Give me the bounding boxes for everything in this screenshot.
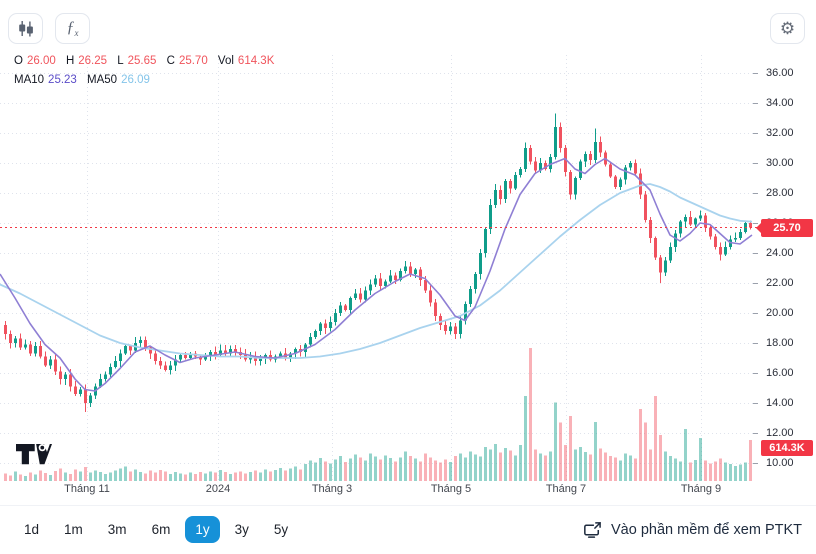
price-tick-label: 20.00 [766,307,794,319]
chart-style-button[interactable] [8,13,43,44]
volume-bars [4,348,752,482]
legend-l-value: 25.65 [127,55,157,67]
price-tick-label: 16.00 [766,367,794,379]
timeframe-3y[interactable]: 3y [225,516,259,543]
legend-h-value: 26.25 [78,55,108,67]
fx-icon: ƒx [66,18,79,39]
price-tick-label: 22.00 [766,277,794,289]
footer-link-text: Vào phần mềm để xem PTKT [611,521,802,538]
price-tick-label: 34.00 [766,97,794,109]
price-tick-label: 36.00 [766,67,794,79]
timeframe-3m[interactable]: 3m [98,516,137,543]
time-tick-label: Tháng 7 [545,483,587,495]
timeframe-6m[interactable]: 6m [142,516,181,543]
price-chart-canvas[interactable] [0,0,816,505]
legend-o-label: O [14,55,23,67]
price-tick-label: 12.00 [766,427,794,439]
grid [0,55,758,481]
legend-ma50-value: 26.09 [121,74,150,86]
ma10-line [0,157,753,392]
price-tick-label: 32.00 [766,127,794,139]
timeframe-1m[interactable]: 1m [54,516,93,543]
indicators-button[interactable]: ƒx [55,13,90,44]
time-tick-label: 2024 [205,483,231,495]
price-tick-label: 14.00 [766,397,794,409]
time-tick-label: Tháng 5 [430,483,472,495]
tradingview-logo[interactable] [16,444,52,470]
price-tick-label: 24.00 [766,247,794,259]
bottom-toolbar: 1d 1m 3m 6m 1y 3y 5y Vào phần mềm để xem… [0,505,816,553]
price-tick-label: 10.00 [766,457,794,469]
ma-legend: MA10 25.23 MA50 26.09 [14,74,150,86]
legend-ma10-value: 25.23 [48,74,77,86]
settings-button[interactable]: ⚙ [770,13,805,44]
legend-ma50-label: MA50 [87,74,118,86]
legend-o-value: 26.00 [26,55,56,67]
price-tick-label: 30.00 [766,157,794,169]
price-tick-label: 28.00 [766,187,794,199]
timeframe-1y[interactable]: 1y [185,516,220,543]
ma50-line [0,183,753,359]
legend-c-label: C [166,55,175,67]
timeframe-1d[interactable]: 1d [14,516,49,543]
time-tick-label: Tháng 11 [64,483,110,495]
legend-ma10-label: MA10 [14,74,45,86]
chart-widget: 36.00 34.00 32.00 30.00 28.00 26.00 24.00 22.00… [0,0,816,505]
timeframe-group: 1d 1m 3m 6m 1y 3y 5y [14,516,303,543]
candlestick-chart-icon [17,19,35,38]
ohlcv-legend: O 26.00 H 26.25 L 25.65 C 25.70 Vol 614.3K [14,55,274,67]
gear-icon: ⚙ [779,18,796,38]
time-tick-label: Tháng 3 [311,483,353,495]
monitor-arrow-icon [583,521,602,539]
legend-l-label: L [117,55,124,67]
volume-badge: 614.3K [761,440,813,456]
legend-vol-label: Vol [217,55,234,67]
open-ptkt-software-link[interactable]: Vào phần mềm để xem PTKT [583,521,802,539]
legend-c-value: 25.70 [178,55,208,67]
timeframe-5y[interactable]: 5y [264,516,298,543]
legend-vol-value: 614.3K [237,55,275,67]
candles [4,113,752,412]
last-price-badge: 25.70 [756,219,813,237]
price-tick-label: 18.00 [766,337,794,349]
time-tick-label: Tháng 9 [680,483,722,495]
legend-h-label: H [65,55,75,67]
